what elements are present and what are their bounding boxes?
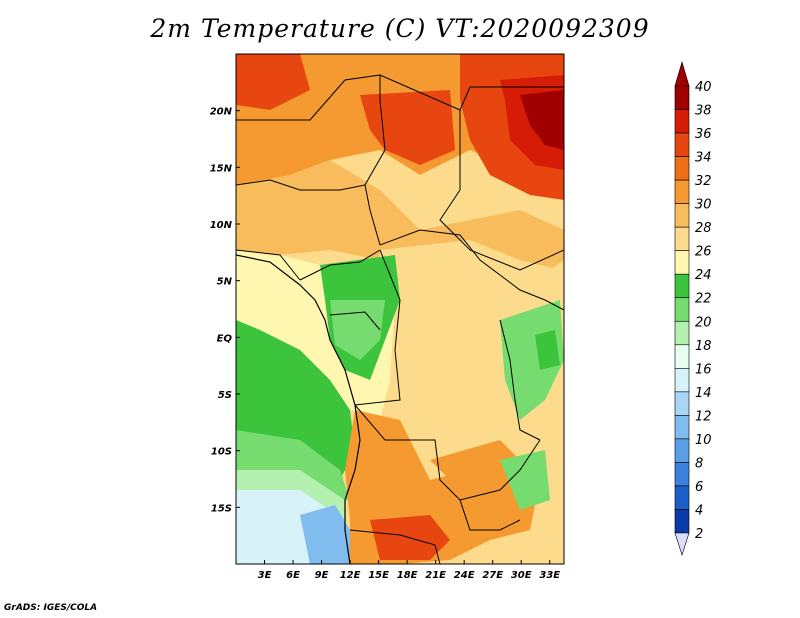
colorbar-label: 38 [695, 104, 712, 119]
x-tick-label: 3E [258, 570, 272, 581]
colorbar-box [674, 320, 690, 346]
chart-title: 2m Temperature (C) VT:2020092309 [150, 14, 650, 43]
colorbar-box [674, 344, 690, 369]
region-libya-hot [360, 90, 455, 165]
region-sudan-peak [520, 90, 564, 150]
colorbar-box [674, 368, 690, 393]
colorbar-label: 28 [695, 221, 712, 236]
colorbar-box [674, 297, 690, 322]
colorbar-box [674, 415, 690, 440]
colorbar-label: 22 [695, 292, 712, 307]
region-congo-forest-light [330, 300, 385, 360]
colorbar-label: 6 [695, 480, 703, 495]
colorbar-label: 40 [695, 80, 712, 95]
temperature-field [236, 54, 564, 564]
x-tick-label: 33E [539, 570, 560, 581]
y-tick-label: 20N [210, 107, 233, 118]
region-central-cool [370, 240, 560, 480]
colorbar-label: 16 [695, 362, 712, 377]
grads-credit: GrADS: IGES/COLA [4, 603, 98, 613]
colorbar-label: 10 [695, 433, 712, 448]
x-tick-label: 6E [286, 570, 300, 581]
colorbar-box [674, 203, 690, 228]
x-tick-label: 18E [397, 570, 418, 581]
map-frame [235, 53, 565, 565]
region-east-lakes-dark [535, 330, 560, 370]
colorbar-label: 12 [695, 409, 712, 424]
x-tick-label: 9E [315, 570, 329, 581]
colorbar-box [674, 509, 690, 534]
y-tick-label: EQ [217, 333, 233, 344]
colorbar-box [674, 273, 690, 299]
region-benguela [300, 505, 350, 564]
colorbar-box [674, 250, 690, 275]
colorbar-label: 34 [695, 151, 712, 166]
colorbar-box [674, 391, 690, 416]
colorbar-box [674, 156, 690, 181]
colorbar-label: 20 [695, 315, 712, 330]
x-axis: 3E 6E 9E 12E 15E 18E 21E 24E 27E 30E 33E [258, 560, 560, 581]
x-tick-label: 27E [482, 570, 503, 581]
y-tick-label: 5N [217, 277, 233, 288]
x-tick-label: 24E [454, 570, 475, 581]
colorbar-box [674, 132, 690, 157]
colorbar-box [674, 179, 690, 204]
colorbar-label: 18 [695, 339, 712, 354]
y-tick-label: 10S [211, 447, 232, 458]
colorbar-label: 2 [695, 527, 703, 542]
y-tick-label: 15N [210, 163, 233, 174]
y-axis: 20N 15N 10N 5N EQ 5S 10S 15S [210, 107, 240, 514]
x-tick-label: 12E [340, 570, 361, 581]
colorbar-over-arrow [674, 60, 690, 87]
country-borders [236, 74, 564, 564]
colorbar-label: 36 [695, 127, 712, 142]
colorbar-box [674, 485, 690, 510]
colorbar-label: 26 [695, 245, 712, 260]
y-tick-label: 10N [210, 220, 233, 231]
coastline [236, 254, 361, 564]
colorbar-box [674, 226, 690, 251]
region-east-lakes [500, 300, 564, 420]
colorbar-label: 32 [695, 174, 712, 189]
y-tick-label: 5S [218, 390, 232, 401]
y-tick-label: 15S [211, 503, 232, 514]
region-malawi-green [500, 450, 550, 510]
colorbar-box [674, 462, 690, 487]
colorbar-label: 14 [695, 386, 712, 401]
x-tick-label: 15E [368, 570, 389, 581]
x-tick-label: 21E [425, 570, 446, 581]
colorbar-under-arrow [674, 532, 690, 556]
colorbar-box [674, 85, 690, 110]
colorbar-label: 30 [695, 198, 712, 213]
region-nw-hot [236, 54, 310, 110]
colorbar-label: 8 [695, 456, 703, 471]
x-tick-label: 30E [511, 570, 532, 581]
colorbar-box [674, 109, 690, 134]
colorbar-label: 24 [695, 268, 712, 283]
colorbar-box [674, 438, 690, 463]
colorbar-label: 4 [695, 503, 703, 518]
